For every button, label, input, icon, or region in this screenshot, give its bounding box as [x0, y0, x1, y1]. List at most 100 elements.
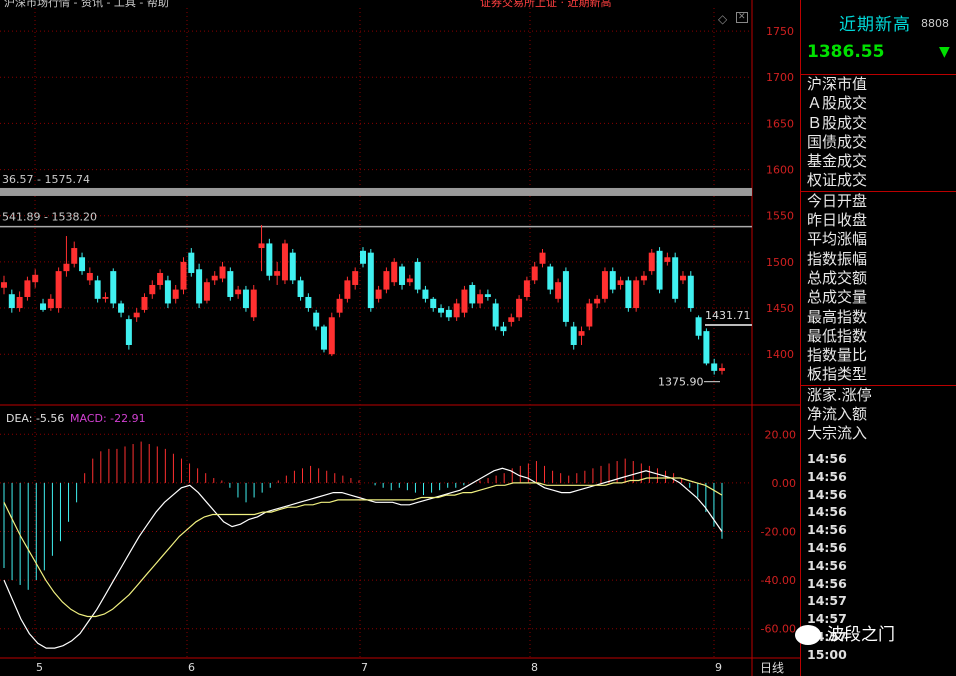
panel-title: 近期新高 [839, 15, 911, 35]
trade-time: 14:56 [807, 575, 847, 591]
candle-body [664, 257, 671, 262]
candle-body [516, 298, 523, 318]
date-tick-label: 6 [188, 661, 195, 674]
price-tick-label: 1500 [766, 256, 794, 269]
candle-body [484, 294, 491, 297]
trade-time: 14:56 [807, 504, 847, 520]
stat-label: 指数量比 [807, 346, 868, 365]
macd-tick-label: -20.00 [761, 526, 796, 539]
candle-body [55, 271, 62, 309]
candle-body [297, 280, 304, 297]
candle-body [250, 289, 257, 318]
dif-line [3, 467, 723, 649]
stat-label: 最低指数 [807, 326, 868, 345]
dea-label: DEA: -5.56 [6, 412, 64, 425]
trade-time: 15:00 [807, 646, 847, 662]
candle-body [367, 252, 374, 309]
candle-body [586, 303, 593, 327]
stat-label: 大宗流入 [807, 424, 868, 443]
candle-body [40, 303, 47, 310]
candle-body [531, 266, 538, 281]
price-tick-label: 1450 [766, 302, 794, 315]
candle-body [102, 296, 109, 299]
stat-label: 基金成交 [807, 152, 868, 171]
stat-label: 今日开盘 [801, 190, 956, 211]
price-tick-label: 1750 [766, 25, 794, 38]
candle-body [555, 282, 562, 299]
candle-body [703, 331, 710, 364]
candle-body [375, 289, 382, 299]
candle-body [227, 271, 234, 297]
candle-body [414, 261, 421, 290]
stat-label: 净流入额 [807, 405, 868, 424]
candle-body [118, 303, 125, 313]
candle-body [320, 326, 327, 350]
date-tick-label: 9 [715, 661, 722, 674]
candle-body [609, 271, 616, 290]
stat-label: 指数振幅 [807, 249, 868, 268]
candle-body [461, 289, 468, 313]
candle-body [203, 282, 210, 301]
candle-body [391, 261, 398, 283]
candle-body [328, 317, 335, 355]
close-icon[interactable]: ✕ [736, 12, 748, 23]
wechat-logo-icon [795, 625, 821, 645]
recent-low-label: 1375.90 [658, 376, 704, 389]
candle-body [24, 280, 31, 297]
candle-body [633, 280, 640, 309]
range-bar [0, 187, 752, 196]
candle-body [617, 280, 624, 285]
candle-body [656, 250, 663, 290]
candle-body [492, 303, 499, 327]
stat-label: 平均涨幅 [807, 230, 868, 249]
candle-body [562, 271, 569, 322]
candle-body [47, 298, 54, 309]
candle-body [289, 252, 296, 281]
diamond-icon[interactable]: ◇ [718, 12, 728, 26]
watermark-text: 波段之门 [827, 625, 895, 645]
stat-label: 总成交量 [807, 288, 868, 307]
candle-body [570, 326, 577, 345]
candle-body [625, 280, 632, 309]
candle-body [500, 326, 507, 332]
candle-body [679, 275, 686, 281]
candle-body [219, 266, 226, 279]
candle-body [336, 298, 343, 313]
candle-body [672, 257, 679, 299]
macd-tick-label: 20.00 [765, 428, 797, 441]
candle-body [172, 289, 179, 299]
candle-body [352, 271, 359, 285]
trade-time: 14:56 [807, 539, 847, 555]
recent-high-label: 1431.71 [705, 309, 751, 322]
candle-body [94, 280, 101, 299]
candle-body [180, 261, 187, 290]
price-tick-label: 1600 [766, 164, 794, 177]
candle-body [508, 317, 515, 322]
candle-body [266, 243, 273, 276]
price-tick-label: 1650 [766, 117, 794, 130]
candle-body [711, 363, 718, 371]
stat-label: 权证成交 [807, 171, 868, 190]
candle-body [157, 272, 164, 285]
price-tick-label: 1400 [766, 348, 794, 361]
stat-label: Ａ股成交 [807, 94, 868, 113]
candle-body [141, 296, 148, 310]
date-tick-label: 5 [36, 661, 43, 674]
candle-body [360, 250, 366, 264]
top-menu-text[interactable]: 沪深市场行情 - 资讯 - 工具 - 帮助 [4, 0, 169, 8]
down-arrow-icon: ▼ [939, 44, 950, 60]
period-label[interactable]: 日线 [760, 661, 785, 675]
candle-body [211, 275, 218, 281]
candle-body [305, 296, 312, 309]
trade-time: 14:56 [807, 468, 847, 484]
panel-code: 8808 [921, 17, 949, 30]
candle-body [196, 269, 203, 304]
candle-body [648, 252, 655, 272]
macd-label: MACD: -22.91 [70, 412, 146, 425]
range-label: 36.57 - 1575.74 [2, 173, 90, 186]
stat-label: 总成交额 [807, 268, 868, 287]
macd-tick-label: 0.00 [772, 477, 797, 490]
macd-tick-label: -40.00 [761, 574, 796, 587]
kline-chart[interactable]: 1750 1700 1650 1600 1550 1500 1450 1400 36.57 - … [0, 0, 800, 676]
candle-body [406, 278, 413, 283]
